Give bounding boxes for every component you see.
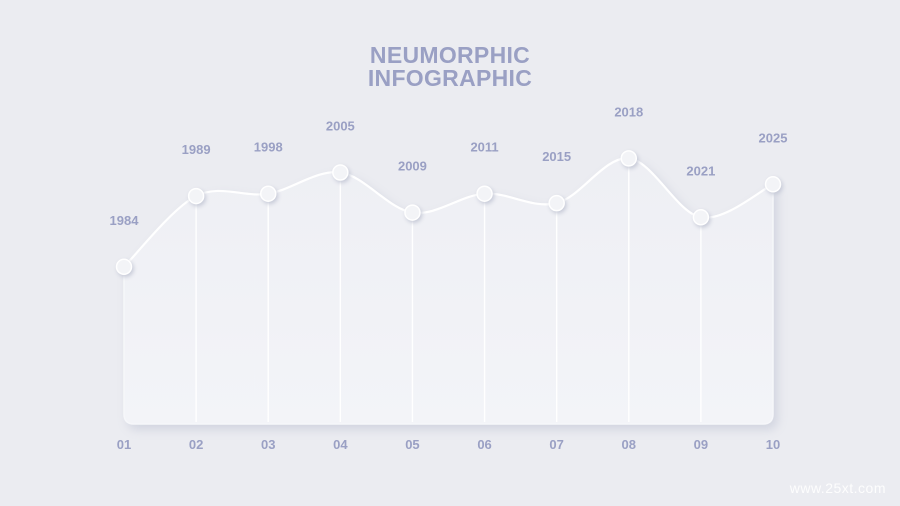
data-label: 1998 bbox=[254, 140, 283, 155]
data-point bbox=[692, 209, 710, 226]
data-point bbox=[259, 185, 277, 202]
data-point bbox=[332, 164, 349, 181]
x-tick-label: 02 bbox=[189, 437, 203, 452]
data-label: 2025 bbox=[759, 130, 788, 145]
data-label: 2009 bbox=[398, 159, 427, 174]
x-tick-label: 08 bbox=[622, 437, 636, 452]
data-label: 1984 bbox=[110, 213, 140, 228]
data-point bbox=[476, 185, 493, 202]
data-point bbox=[187, 187, 205, 205]
watermark: www.25xt.com bbox=[789, 480, 886, 496]
data-point bbox=[404, 204, 421, 221]
data-label: 2018 bbox=[614, 104, 643, 119]
data-label: 2011 bbox=[470, 140, 498, 155]
chart-title: NEUMORPHIC INFOGRAPHIC bbox=[0, 44, 900, 90]
x-tick-label: 10 bbox=[766, 437, 780, 452]
chart-title-line-1: NEUMORPHIC bbox=[369, 42, 531, 68]
data-point bbox=[764, 176, 782, 193]
data-label: 2021 bbox=[686, 163, 715, 178]
x-tick-label: 05 bbox=[405, 437, 419, 452]
data-label: 2015 bbox=[542, 149, 571, 164]
data-point bbox=[115, 258, 133, 276]
data-label: 1989 bbox=[182, 142, 211, 157]
x-tick-label: 07 bbox=[549, 437, 563, 452]
data-point bbox=[620, 150, 638, 167]
x-tick-label: 03 bbox=[261, 437, 275, 452]
x-tick-label: 06 bbox=[477, 437, 491, 452]
series-line bbox=[122, 157, 775, 268]
x-tick-label: 04 bbox=[333, 437, 348, 452]
data-label: 2005 bbox=[326, 119, 355, 134]
chart-title-line-2: INFOGRAPHIC bbox=[367, 65, 533, 91]
data-point bbox=[548, 194, 565, 212]
x-tick-label: 01 bbox=[117, 437, 131, 452]
x-tick-label: 09 bbox=[694, 437, 708, 452]
